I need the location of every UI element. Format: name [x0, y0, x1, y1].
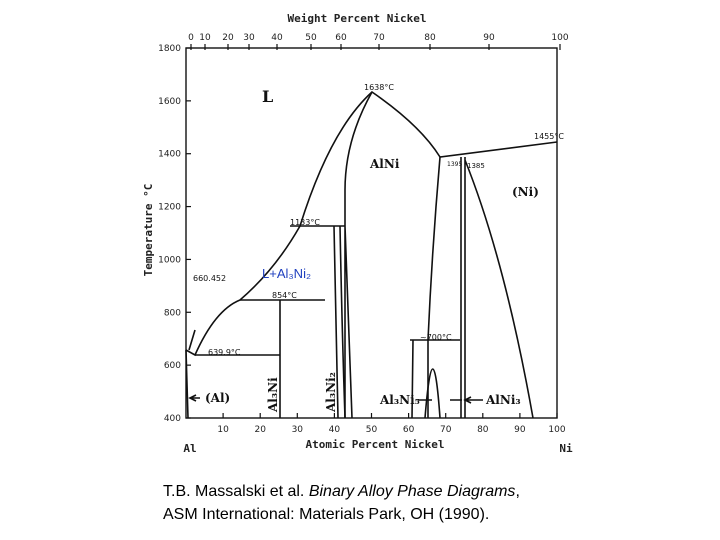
caption-line-1: T.B. Massalski et al. Binary Alloy Phase…	[163, 483, 520, 500]
phase-label: (Ni)	[512, 185, 539, 199]
top-tick-label: 30	[243, 33, 255, 43]
phase-label: AlNi	[369, 157, 400, 171]
temperature-label: 1638°C	[364, 83, 394, 92]
left-end-label: Al	[183, 442, 196, 455]
right-end-label: Ni	[559, 442, 573, 455]
x-tick-label: 70	[440, 425, 452, 435]
invariant-lines	[195, 225, 345, 356]
two-phase-label: L+Al₃Ni₂	[262, 266, 311, 281]
y-tick-label: 1400	[158, 150, 181, 160]
arrows	[188, 394, 483, 404]
alni3-ni-lines	[460, 157, 534, 419]
top-tick-label: 60	[335, 33, 347, 43]
top-tick-label: 100	[551, 33, 568, 43]
phase-label: AlNi₃	[485, 393, 521, 407]
top-tick-label: 10	[199, 33, 211, 43]
y-tick-label: 800	[164, 308, 181, 318]
liquidus	[185, 90, 558, 357]
temperature-label: 639.9°C	[208, 348, 241, 357]
y-tick-label: 1800	[158, 44, 181, 54]
phase-label: Al₃Ni	[266, 377, 280, 413]
leader	[188, 329, 196, 351]
x-tick-label: 10	[217, 425, 229, 435]
top-tick-label: 40	[271, 33, 283, 43]
temperature-label: 660.452	[193, 274, 226, 283]
plot-frame	[185, 47, 558, 419]
y-axis-label: Temperature °C	[142, 184, 155, 277]
temperature-label: 1385	[467, 162, 485, 170]
y-tick-label: 1600	[158, 97, 181, 107]
y-tick-label: 1000	[158, 255, 181, 265]
x-tick-label: 50	[366, 425, 378, 435]
al3ni5-dome	[410, 339, 460, 419]
x-tick-label: 30	[292, 425, 304, 435]
x-axis-label: Atomic Percent Nickel	[305, 438, 444, 451]
caption-title: Binary Alloy Phase Diagrams	[309, 483, 516, 500]
x-tick-label: 100	[548, 425, 565, 435]
y-tick-label: 1200	[158, 203, 181, 213]
frame	[185, 47, 558, 419]
caption-text: ,	[515, 483, 519, 500]
phase-label: Al₃Ni₂	[324, 372, 338, 413]
al-al3ni-lines	[185, 300, 281, 419]
axes: 0 10 20 30 40 50 60 70 80 90 100 400 600 800 1000 1200 1…	[158, 33, 569, 435]
top-tick-label: 20	[222, 33, 234, 43]
phase-label: (Al)	[205, 391, 230, 405]
x-tick-label: 60	[403, 425, 415, 435]
top-tick-label: 0	[188, 33, 194, 43]
alni-right	[427, 156, 441, 418]
caption-text: T.B. Massalski et al.	[163, 483, 309, 500]
phase-label: Al₃Ni₅	[379, 393, 420, 407]
top-tick-label: 50	[305, 33, 317, 43]
top-axis-label: Weight Percent Nickel	[287, 12, 426, 25]
top-tick-label: 70	[373, 33, 385, 43]
phase-label: L	[262, 87, 273, 106]
temperature-label: 1395	[447, 161, 462, 168]
caption-line-2: ASM International: Materials Park, OH (1…	[163, 506, 489, 523]
x-tick-label: 80	[477, 425, 489, 435]
x-tick-label: 20	[254, 425, 266, 435]
temperature-label: ~700°C	[420, 333, 452, 342]
temperature-label: 1455°C	[534, 132, 564, 141]
top-tick-label: 80	[424, 33, 436, 43]
x-tick-label: 40	[329, 425, 341, 435]
temperature-label: 1133°C	[290, 218, 320, 227]
phase-lines	[185, 90, 558, 419]
x-tick-label: 90	[514, 425, 526, 435]
alni-left	[344, 91, 373, 419]
y-tick-label: 400	[164, 414, 181, 424]
temperature-label: 854°C	[272, 291, 297, 300]
y-tick-label: 600	[164, 361, 181, 371]
top-tick-label: 90	[483, 33, 495, 43]
